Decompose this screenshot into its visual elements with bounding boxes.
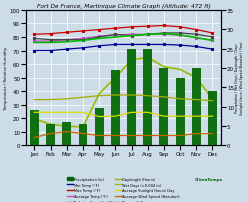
Title: Fort De France, Martinique Climate Graph (Altitude: 472 ft): Fort De France, Martinique Climate Graph… [36,4,210,9]
Bar [159,68,168,145]
Bar [95,109,104,145]
Bar [208,92,217,145]
Bar [192,68,201,145]
Legend: Precipitation (in), Min Temp (°F), Max Temp (°F), Average Temp (°F), Relative Hu: Precipitation (in), Min Temp (°F), Max T… [66,176,181,202]
Bar [111,70,120,145]
Bar [46,124,55,145]
Y-axis label: Temperature / Relative Humidity: Temperature / Relative Humidity [4,47,8,109]
Bar [176,78,185,145]
Bar [143,49,152,145]
Bar [79,124,88,145]
Bar [127,49,136,145]
Text: ClimaTemps: ClimaTemps [195,177,223,181]
Y-axis label: Precipitation / Wet Days / Daylength / Days
Sunlight Hours / Wind Speed (Beaufor: Precipitation / Wet Days / Daylength / D… [235,41,244,115]
Bar [62,122,71,145]
Bar [30,111,39,145]
